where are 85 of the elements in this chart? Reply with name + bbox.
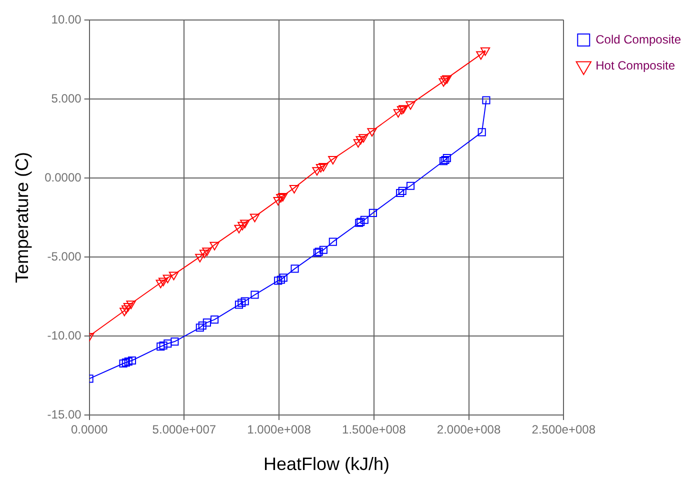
point: [439, 157, 448, 166]
point: [398, 186, 406, 195]
point: [124, 358, 132, 366]
point: [276, 276, 285, 284]
point: [276, 194, 286, 202]
point: [442, 75, 452, 84]
point: [290, 264, 299, 273]
point: [319, 246, 328, 254]
y-tick-label: -10.00: [47, 328, 82, 342]
point: [234, 224, 244, 234]
point: [316, 164, 326, 172]
point: [196, 324, 204, 332]
point: [478, 128, 486, 136]
point: [164, 340, 172, 348]
legend-label: Hot Composite: [596, 58, 676, 72]
point: [156, 280, 166, 288]
point: [406, 182, 415, 190]
point: [442, 154, 451, 162]
point: [121, 305, 132, 314]
point: [441, 156, 450, 164]
point: [328, 238, 337, 246]
point: [119, 359, 128, 368]
legend-label: Cold Composite: [596, 32, 682, 46]
point: [122, 358, 130, 367]
y-tick-label: 0.0000: [44, 170, 82, 184]
x-tick-label: 1.000e+008: [247, 422, 312, 437]
point: [210, 242, 220, 250]
point: [289, 184, 300, 194]
y-tick-label: -15.00: [47, 407, 82, 422]
point: [398, 105, 408, 114]
point: [440, 76, 450, 85]
point: [158, 278, 168, 286]
point: [156, 342, 165, 351]
x-tick-label: 2.500e+008: [532, 422, 596, 437]
point: [238, 298, 246, 307]
point: [128, 356, 136, 365]
point: [396, 188, 404, 198]
y-tick-label: -5.000: [47, 249, 82, 264]
point: [476, 51, 486, 60]
y-axis-title: Temperature (C): [12, 152, 32, 284]
point: [318, 162, 328, 172]
point: [199, 250, 210, 258]
point: [120, 308, 130, 316]
point: [159, 341, 168, 350]
point: [198, 322, 206, 330]
point: [368, 208, 377, 217]
point: [250, 290, 259, 299]
point: [240, 297, 249, 306]
point: [360, 216, 368, 224]
x-tick-label: 1.500e+008: [342, 422, 406, 437]
point: [202, 248, 212, 256]
y-tick-label: 5.000: [51, 91, 82, 106]
point: [238, 222, 248, 230]
x-tick-label: 2.000e+008: [436, 422, 501, 437]
point: [358, 134, 368, 143]
point: [396, 106, 407, 115]
point: [250, 214, 260, 222]
x-tick-label: 5.000e+007: [152, 422, 216, 437]
point: [393, 109, 404, 118]
point: [274, 276, 282, 285]
point: [170, 337, 179, 346]
point: [210, 316, 219, 324]
point: [126, 300, 136, 310]
point: [438, 78, 448, 87]
point: [202, 318, 211, 327]
x-axis-title: HeatFlow (kJ/h): [263, 454, 390, 474]
point: [279, 274, 288, 282]
point: [195, 254, 205, 262]
point: [356, 136, 366, 145]
point: [168, 272, 179, 280]
point: [480, 47, 490, 56]
point: [273, 196, 283, 206]
point: [240, 220, 250, 228]
point: [123, 302, 134, 312]
point: [162, 274, 172, 284]
point: [234, 300, 244, 309]
point: [328, 156, 338, 165]
point: [406, 101, 416, 110]
y-tick-label: 10.00: [51, 12, 82, 26]
x-tick-label: 0.0000: [70, 422, 108, 437]
point: [482, 96, 490, 104]
point: [278, 193, 288, 202]
point: [312, 167, 322, 176]
point: [367, 128, 377, 137]
point: [353, 139, 363, 148]
